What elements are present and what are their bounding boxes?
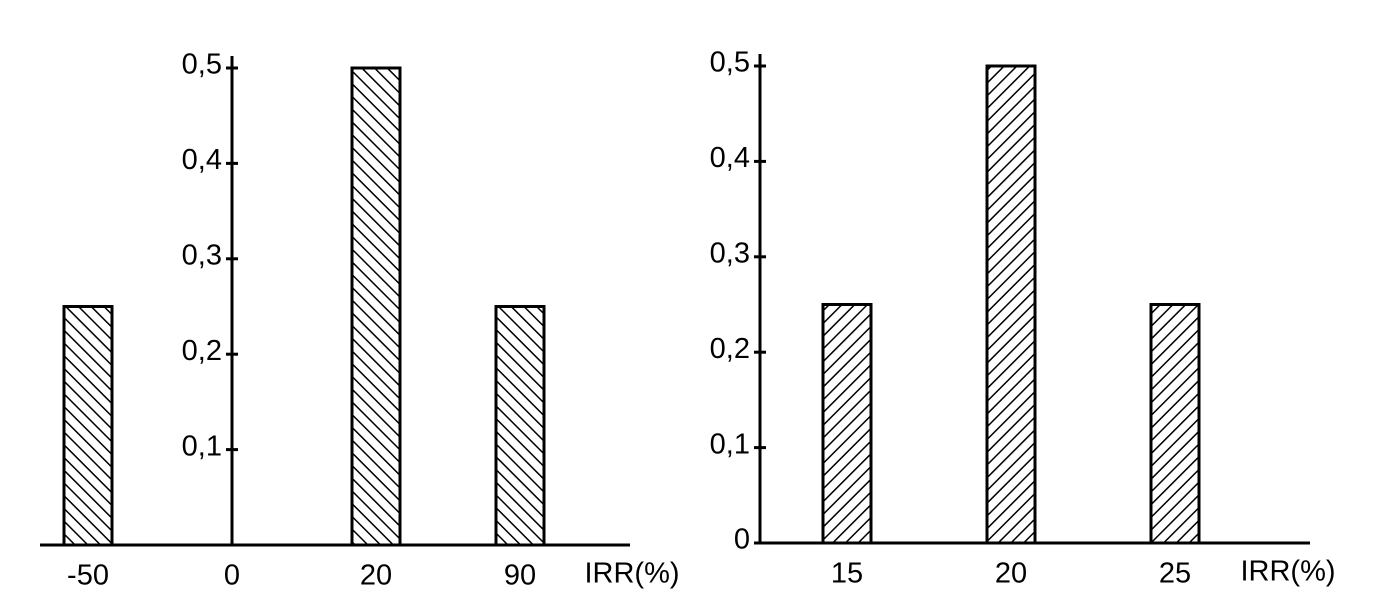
x-tick-label: 90 — [504, 560, 536, 592]
y-tick-label: 0,4 — [182, 144, 222, 176]
y-tick-label: 0,2 — [710, 333, 750, 365]
bar — [821, 303, 873, 545]
x-tick-label: 20 — [360, 560, 392, 592]
y-tick-label: 0,3 — [182, 239, 222, 271]
bar — [350, 66, 402, 547]
y-tick-label: 0,4 — [710, 142, 750, 174]
bar — [1149, 303, 1201, 545]
y-tick-label: 0 — [734, 524, 750, 556]
x-tick-label: 20 — [995, 558, 1027, 590]
bar — [494, 305, 546, 547]
y-tick-label: 0,5 — [710, 47, 750, 79]
bar — [985, 64, 1037, 545]
bar — [62, 305, 114, 547]
x-axis-label: IRR(%) — [584, 558, 679, 590]
x-tick-label: 0 — [224, 560, 240, 592]
y-tick-label: 0,5 — [182, 49, 222, 81]
y-tick-label: 0,1 — [182, 430, 222, 462]
x-tick-label: 15 — [831, 558, 863, 590]
x-tick-label: -50 — [67, 560, 109, 592]
y-tick-label: 0,3 — [710, 237, 750, 269]
y-tick-label: 0,2 — [182, 335, 222, 367]
x-tick-label: 25 — [1159, 558, 1191, 590]
y-tick-label: 0,1 — [710, 428, 750, 460]
x-axis-label: IRR(%) — [1240, 556, 1335, 588]
